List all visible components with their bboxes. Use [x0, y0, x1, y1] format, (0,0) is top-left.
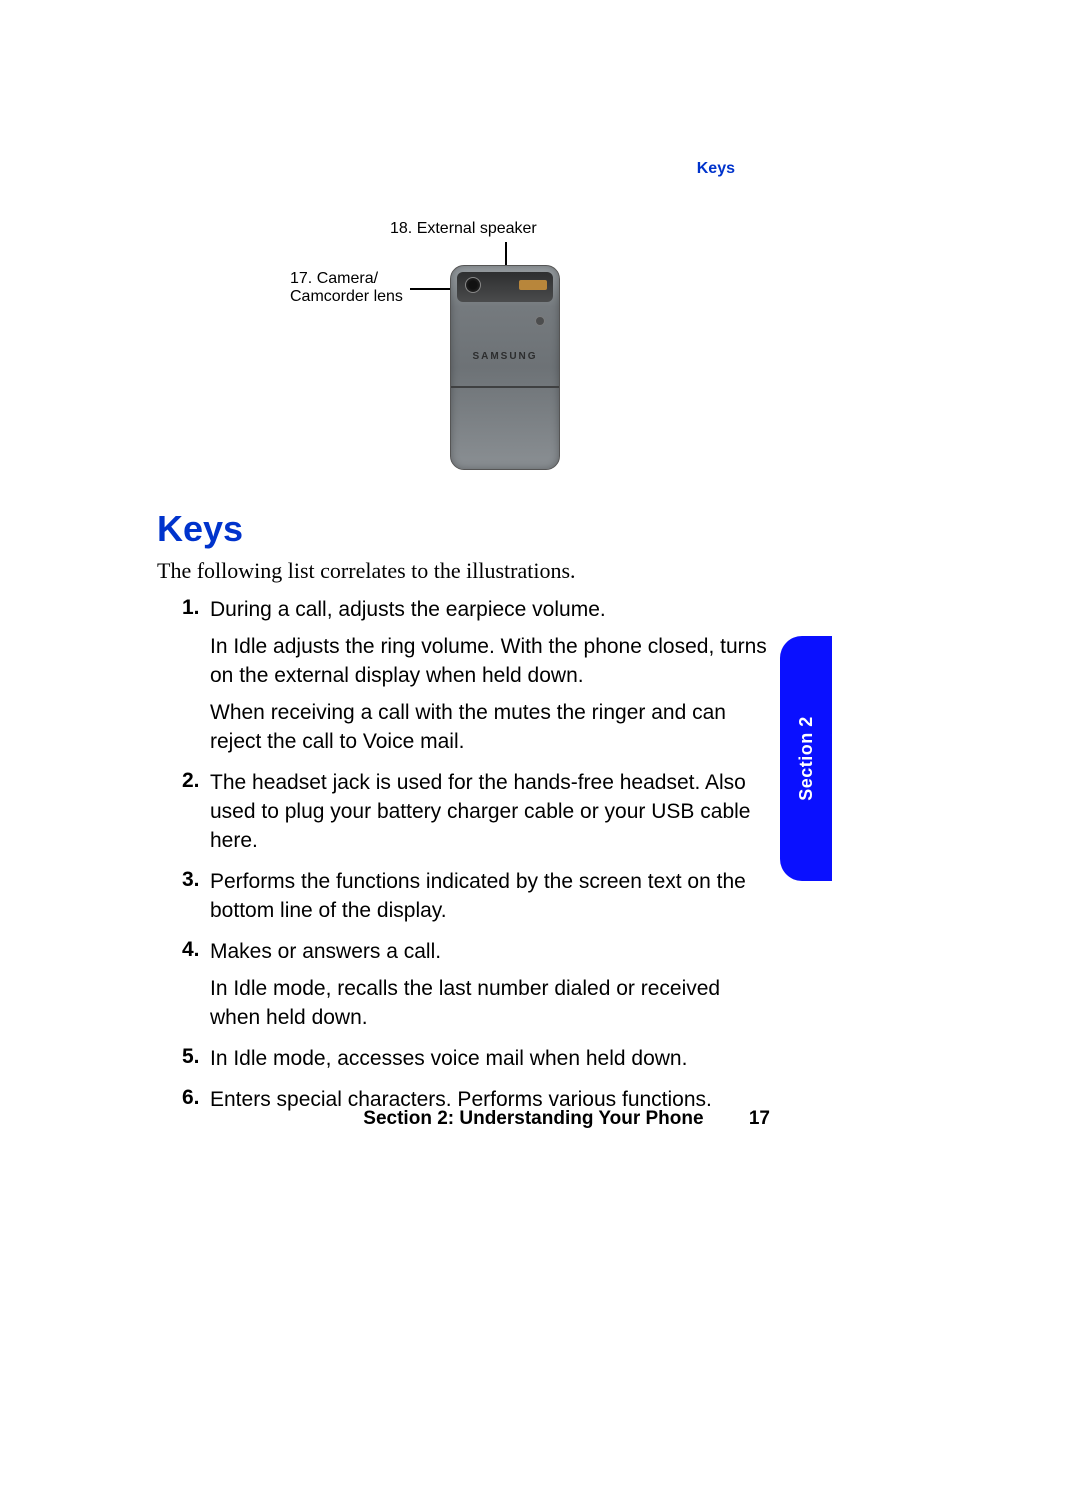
phone-illustration: SAMSUNG — [450, 265, 560, 470]
list-number: 4. — [182, 938, 210, 962]
manual-page: Keys 18. External speaker 17. Camera/ Ca… — [0, 0, 1080, 1492]
list-number: 5. — [182, 1045, 210, 1069]
list-item: 2. The headset jack is used for the hand… — [182, 769, 772, 864]
list-number: 2. — [182, 769, 210, 793]
section-tab-label: Section 2 — [796, 716, 817, 801]
section-intro: The following list correlates to the ill… — [157, 558, 576, 584]
list-para: Makes or answers a call. — [210, 938, 772, 967]
list-body: During a call, adjusts the earpiece volu… — [210, 596, 772, 765]
list-item: 5. In Idle mode, accesses voice mail whe… — [182, 1045, 772, 1082]
phone-diagram: 18. External speaker 17. Camera/ Camcord… — [290, 220, 690, 490]
list-item: 3. Performs the functions indicated by t… — [182, 868, 772, 934]
callout-label-18: 18. External speaker — [390, 220, 537, 238]
speaker-dot-icon — [535, 316, 545, 326]
phone-slider-divider — [451, 386, 559, 388]
list-para: When receiving a call with the mutes the… — [210, 699, 772, 757]
list-item: 1. During a call, adjusts the earpiece v… — [182, 596, 772, 765]
page-footer: Section 2: Understanding Your Phone 17 — [0, 1108, 770, 1130]
list-number: 3. — [182, 868, 210, 892]
camera-lens-icon — [465, 277, 481, 293]
list-para: In Idle mode, accesses voice mail when h… — [210, 1045, 687, 1074]
footer-section-title: Section 2: Understanding Your Phone — [363, 1108, 703, 1129]
list-para: The headset jack is used for the hands-f… — [210, 769, 772, 856]
list-item: 4. Makes or answers a call. In Idle mode… — [182, 938, 772, 1041]
phone-body: SAMSUNG — [450, 265, 560, 470]
keys-list: 1. During a call, adjusts the earpiece v… — [182, 596, 772, 1127]
callout-label-17: 17. Camera/ Camcorder lens — [290, 270, 403, 307]
page-number: 17 — [749, 1108, 770, 1130]
list-number: 1. — [182, 596, 210, 620]
list-body: Makes or answers a call. In Idle mode, r… — [210, 938, 772, 1041]
list-para: Performs the functions indicated by the … — [210, 868, 772, 926]
callout-17-line1: 17. Camera/ — [290, 270, 378, 287]
header-topic: Keys — [697, 160, 735, 178]
section-heading: Keys — [157, 508, 243, 550]
list-body: The headset jack is used for the hands-f… — [210, 769, 772, 864]
list-para: In Idle mode, recalls the last number di… — [210, 975, 772, 1033]
list-para: In Idle adjusts the ring volume. With th… — [210, 633, 772, 691]
callout-17-line2: Camcorder lens — [290, 288, 403, 305]
section-tab: Section 2 — [780, 636, 832, 881]
list-para: During a call, adjusts the earpiece volu… — [210, 596, 772, 625]
list-body: Performs the functions indicated by the … — [210, 868, 772, 934]
list-number: 6. — [182, 1086, 210, 1110]
list-body: In Idle mode, accesses voice mail when h… — [210, 1045, 687, 1082]
megapixel-badge — [519, 280, 547, 290]
phone-brand-logo: SAMSUNG — [451, 351, 559, 362]
